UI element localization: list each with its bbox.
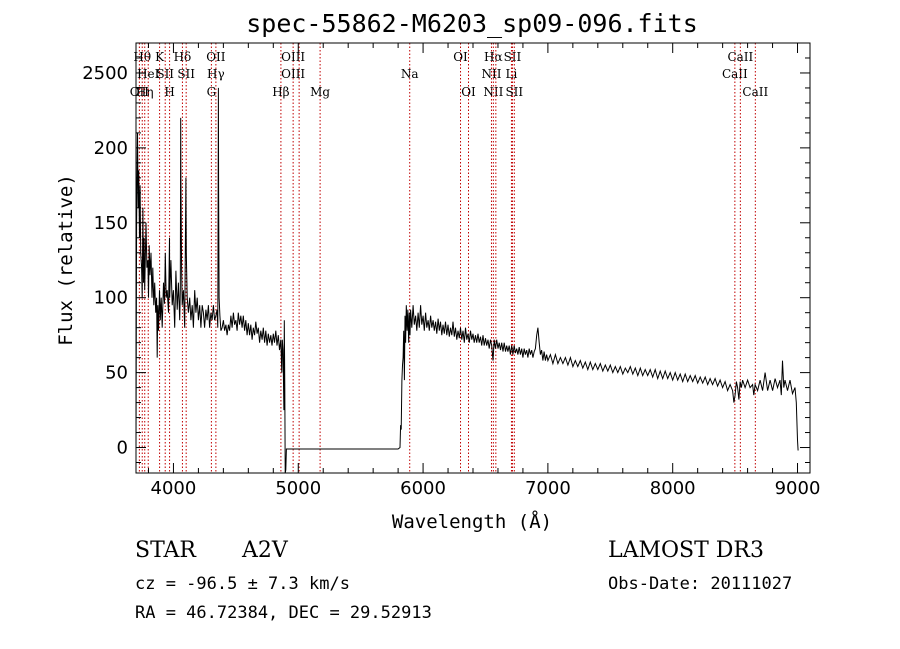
line-label: SII: [156, 67, 174, 81]
line-label: OII: [206, 50, 226, 64]
x-tick-label: 4000: [151, 478, 197, 499]
y-tick-label: 200: [94, 138, 128, 159]
emission-line-markers: OIIHθHηHeIKSIIHHδSIIGOIIHγHβOIIIOIIIMgNa…: [130, 43, 768, 473]
line-label: Mg: [310, 85, 330, 99]
axis-ticks: 4000 5000 6000 7000 8000 9000 0 50 100 150 200 2500: [82, 43, 820, 499]
line-label: NII: [481, 67, 501, 81]
line-label: OIII: [281, 67, 305, 81]
line-label: SII: [505, 85, 523, 99]
y-tick-label: 150: [94, 213, 128, 234]
line-label: H: [164, 85, 174, 99]
object-subclass: A2V: [242, 538, 288, 563]
coordinates: RA = 46.72384, DEC = 29.52913: [135, 603, 432, 623]
x-tick-label: 7000: [525, 478, 571, 499]
redshift-velocity: cz = -96.5 ± 7.3 km/s: [135, 574, 350, 594]
line-label: CaII: [742, 85, 768, 99]
line-label: OI: [461, 85, 476, 99]
y-tick-label: 0: [117, 438, 128, 459]
line-label: SII: [177, 67, 195, 81]
survey-name: LAMOST DR3: [608, 538, 764, 563]
line-label: Hθ: [133, 50, 151, 64]
line-label: SII: [504, 50, 522, 64]
plot-frame: [135, 42, 811, 474]
y-axis-label: Flux (relative): [55, 174, 77, 346]
line-label: Hα: [484, 50, 503, 64]
y-tick-label: 50: [105, 363, 128, 384]
line-label: CaII: [727, 50, 753, 64]
x-tick-label: 8000: [650, 478, 696, 499]
line-label: OI: [453, 50, 468, 64]
y-tick-label: 2500: [82, 63, 128, 84]
line-label: HeI: [137, 67, 160, 81]
line-label: Na: [401, 67, 419, 81]
line-label: CaII: [722, 67, 748, 81]
line-label: Hγ: [207, 67, 225, 81]
observation-date: Obs-Date: 20111027: [608, 574, 793, 594]
line-label: Hη: [136, 85, 154, 99]
line-label: Li: [506, 67, 518, 81]
line-label: Hβ: [272, 85, 289, 99]
line-label: OIII: [281, 50, 305, 64]
object-type: STAR: [135, 538, 196, 563]
line-label: Hδ: [174, 50, 192, 64]
chart-title: spec-55862-M6203_sp09-096.fits: [246, 9, 698, 38]
x-axis-label: Wavelength (Å): [392, 510, 552, 533]
line-label: K: [155, 50, 165, 64]
x-tick-label: 6000: [400, 478, 446, 499]
y-tick-label: 100: [94, 288, 128, 309]
spectrum-line: [135, 87, 799, 474]
x-tick-label: 9000: [775, 478, 821, 499]
line-label: NII: [483, 85, 503, 99]
x-tick-label: 5000: [275, 478, 321, 499]
line-label: G: [207, 85, 217, 99]
